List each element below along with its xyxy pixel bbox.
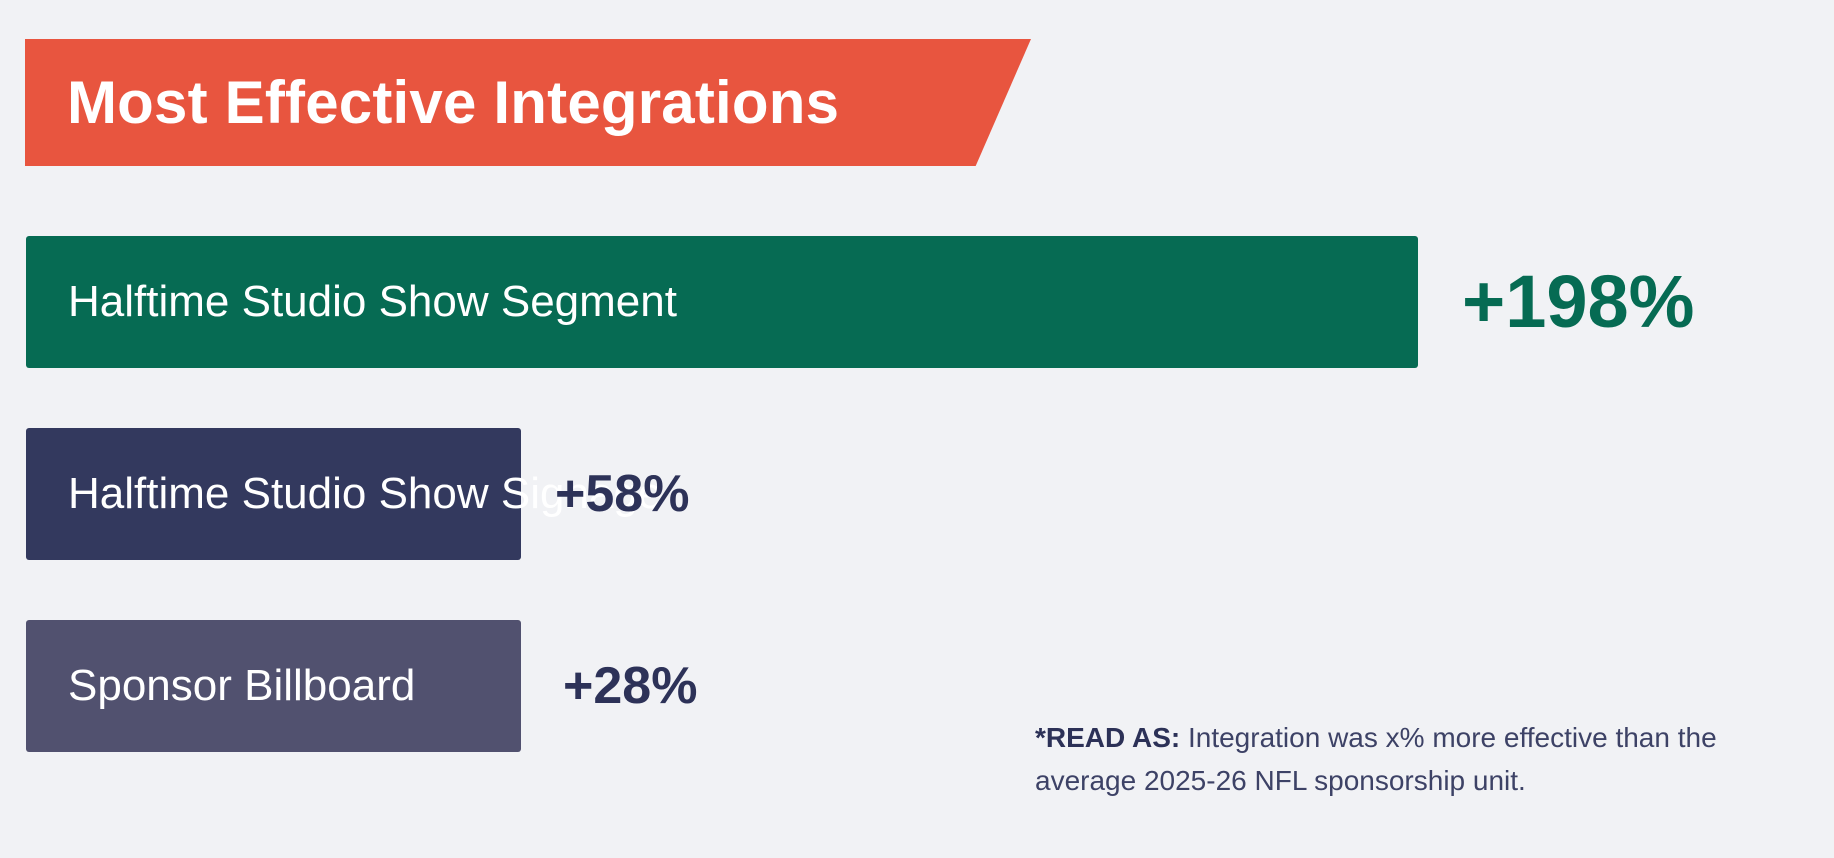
bar-category-label: Sponsor Billboard — [68, 661, 416, 710]
bar-category-label: Halftime Studio Show Segment — [68, 277, 677, 326]
bar: Halftime Studio Show Segment — [26, 236, 1418, 368]
footnote-lead: *READ AS: — [1035, 722, 1181, 753]
footnote: *READ AS: Integration was x% more effect… — [1035, 716, 1775, 802]
title-banner: Most Effective Integrations — [25, 39, 1031, 166]
bar-value-label: +28% — [563, 657, 698, 715]
bar: Halftime Studio Show Signage — [26, 428, 662, 560]
bar: Sponsor Billboard — [26, 620, 521, 752]
bar-value-label: +58% — [555, 465, 690, 523]
bar-value-label: +198% — [1462, 260, 1695, 343]
footnote-text: Integration was x% more effective than t… — [1035, 722, 1717, 796]
chart-title: Most Effective Integrations — [67, 69, 840, 136]
bar-category-label: Halftime Studio Show Signage — [68, 469, 663, 518]
